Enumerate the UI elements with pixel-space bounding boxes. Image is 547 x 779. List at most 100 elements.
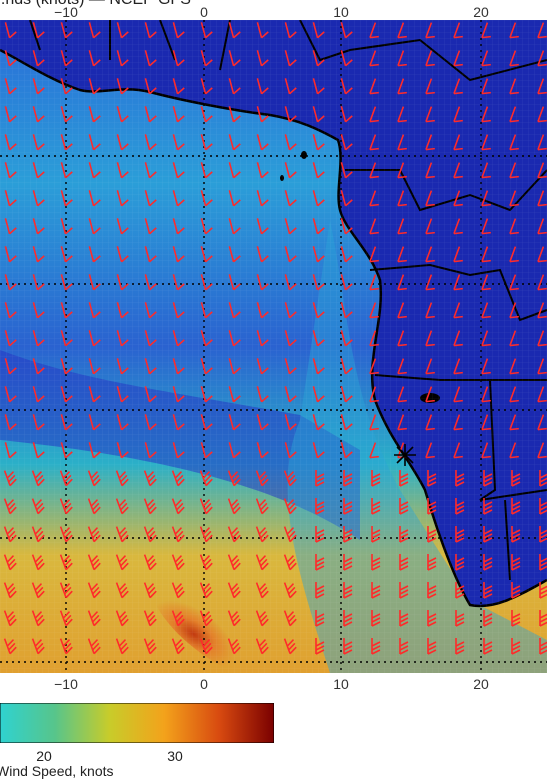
wind-barb <box>228 134 241 151</box>
wind-barb <box>343 582 353 599</box>
wind-barb <box>509 218 519 235</box>
wind-barb <box>483 554 493 571</box>
wind-barb <box>32 274 45 291</box>
wind-barb <box>340 22 353 39</box>
wind-barb <box>115 610 129 627</box>
wind-barb <box>453 246 463 263</box>
wind-barb <box>481 274 491 291</box>
wind-barb <box>144 106 157 123</box>
wind-barb <box>4 22 17 39</box>
wind-barb <box>32 106 45 123</box>
colorbar <box>0 703 274 743</box>
wind-barb <box>343 554 353 571</box>
bottom-tick-lon-20: 20 <box>473 676 489 692</box>
wind-barb <box>425 414 435 431</box>
wind-barb <box>343 610 353 627</box>
wind-barb <box>116 358 129 375</box>
wind-barb <box>171 582 185 599</box>
wind-barb <box>425 162 435 179</box>
wind-barb <box>4 274 17 291</box>
wind-barb <box>60 386 73 403</box>
wind-barb-layer <box>3 22 547 655</box>
wind-barb <box>425 218 435 235</box>
wind-barb <box>3 526 17 543</box>
wind-barb <box>115 470 129 487</box>
wind-barb <box>200 246 213 263</box>
wind-barb <box>283 638 297 655</box>
wind-barb <box>228 302 241 319</box>
bottom-tick-lon-0: 0 <box>200 676 208 692</box>
wind-barb <box>511 554 521 571</box>
wind-barb <box>32 218 45 235</box>
wind-barb <box>369 302 379 319</box>
wind-barb <box>509 190 519 207</box>
wind-barb <box>453 162 463 179</box>
wind-barb <box>200 106 213 123</box>
wind-barb <box>427 498 437 515</box>
wind-barb <box>32 134 45 151</box>
wind-barb <box>371 470 381 487</box>
wind-barb <box>397 190 407 207</box>
wind-barb <box>483 610 493 627</box>
wind-barb <box>455 526 465 543</box>
wind-barb <box>32 386 45 403</box>
wind-barb <box>511 638 521 655</box>
wind-barb <box>200 50 213 67</box>
wind-barb <box>284 78 297 95</box>
wind-barb <box>284 134 297 151</box>
wind-barb <box>315 638 325 655</box>
wind-barb <box>509 162 519 179</box>
wind-barb <box>172 134 185 151</box>
wind-barb <box>425 302 435 319</box>
wind-barb <box>537 50 547 67</box>
wind-barb <box>481 302 491 319</box>
wind-barb <box>453 106 463 123</box>
wind-barb <box>369 134 379 151</box>
wind-barb <box>256 414 269 431</box>
wind-barb <box>369 274 379 291</box>
bottom-tick-lon-10: 10 <box>333 676 349 692</box>
wind-barb <box>284 330 297 347</box>
wind-barb <box>228 330 241 347</box>
wind-barb <box>143 582 157 599</box>
wind-barb <box>115 498 129 515</box>
wind-barb <box>537 106 547 123</box>
wind-barb <box>4 106 17 123</box>
top-tick-lon-minus10: −10 <box>54 4 78 20</box>
wind-barb <box>481 50 491 67</box>
wind-barb <box>199 498 213 515</box>
wind-barb <box>3 582 17 599</box>
wind-barb <box>539 582 547 599</box>
wind-barb <box>172 22 185 39</box>
wind-barb <box>509 386 519 403</box>
wind-barb <box>371 498 381 515</box>
wind-barb <box>343 526 353 543</box>
wind-barb <box>143 470 157 487</box>
wind-barb <box>32 78 45 95</box>
wind-barb <box>3 610 17 627</box>
wind-barb <box>88 218 101 235</box>
wind-barb <box>284 358 297 375</box>
wind-barb <box>87 554 101 571</box>
wind-barb <box>115 526 129 543</box>
wind-barb <box>116 442 129 459</box>
wind-barb <box>116 386 129 403</box>
wind-barb <box>340 302 353 319</box>
wind-barb <box>509 78 519 95</box>
top-tick-lon-0: 0 <box>200 4 208 20</box>
wind-barb <box>172 190 185 207</box>
wind-barb <box>144 442 157 459</box>
wind-barb <box>31 498 45 515</box>
wind-barb <box>511 610 521 627</box>
wind-barb <box>483 582 493 599</box>
wind-barb <box>32 22 45 39</box>
wind-barb <box>228 50 241 67</box>
wind-barb <box>425 22 435 39</box>
grid-texture <box>0 20 547 673</box>
wind-barb <box>116 302 129 319</box>
wind-barb <box>283 554 297 571</box>
wind-barb <box>453 190 463 207</box>
wind-barb <box>172 218 185 235</box>
wind-barb <box>59 498 73 515</box>
wind-barb <box>340 358 353 375</box>
